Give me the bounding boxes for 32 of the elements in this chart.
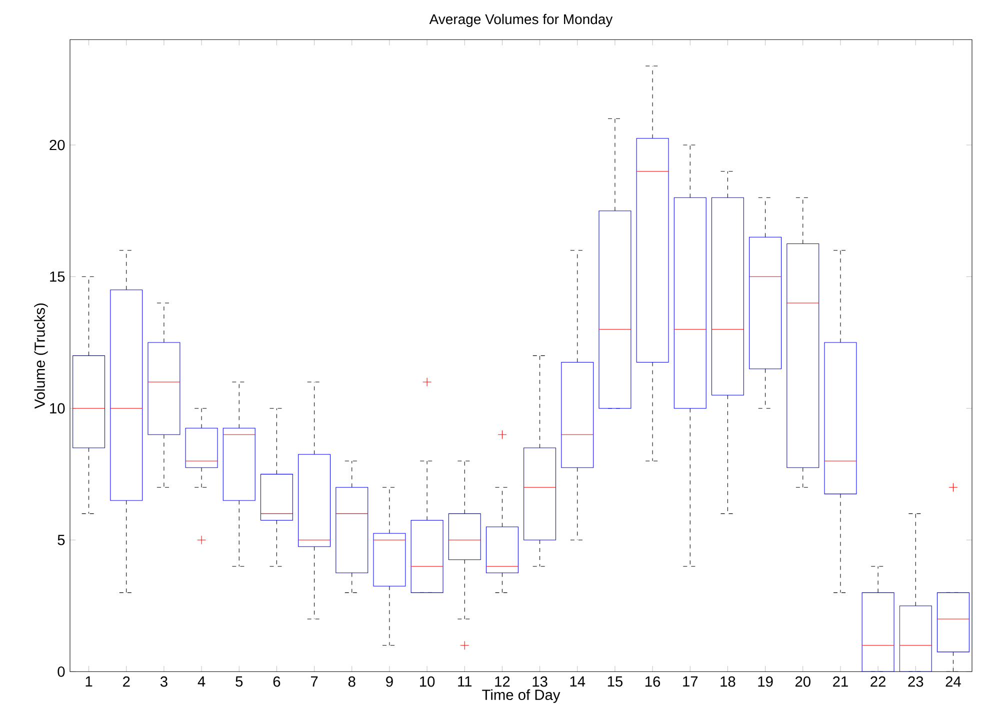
x-tick-label: 9: [386, 676, 393, 687]
y-axis-title: Volume (Trucks): [34, 304, 48, 409]
x-tick-label: 7: [310, 676, 318, 687]
x-tick-label: 24: [946, 676, 961, 687]
x-tick-label: 13: [532, 676, 548, 687]
x-tick-label: 17: [683, 676, 698, 687]
x-tick-label: 14: [570, 676, 586, 687]
x-axis-title: Time of Day: [482, 689, 560, 704]
x-tick-label: 23: [908, 676, 924, 687]
x-tick-label: 15: [608, 676, 622, 687]
x-tick-label: 19: [758, 676, 773, 687]
x-tick-label: 6: [273, 676, 280, 687]
y-tick-label: 5: [58, 535, 65, 546]
chart-title: Average Volumes for Monday: [429, 14, 613, 28]
y-tick-label: 10: [50, 403, 65, 414]
x-tick-label: 2: [123, 676, 130, 687]
x-tick-label: 8: [348, 676, 356, 687]
x-tick-label: 11: [458, 676, 472, 687]
x-tick-label: 4: [198, 676, 206, 687]
x-tick-label: 22: [870, 676, 886, 687]
y-tick-label: 20: [50, 140, 65, 150]
x-tick-label: 12: [495, 676, 510, 687]
x-tick-label: 1: [86, 676, 92, 687]
x-tick-label: 18: [720, 676, 736, 687]
y-tick-label: 0: [58, 666, 65, 678]
x-tick-label: 20: [795, 676, 810, 687]
x-tick-label: 3: [160, 676, 168, 687]
y-tick-label: 15: [50, 272, 65, 282]
x-tick-label: 21: [833, 676, 848, 687]
x-tick-label: 16: [646, 676, 660, 687]
x-tick-label: 10: [420, 676, 435, 687]
x-tick-label: 5: [236, 676, 243, 687]
